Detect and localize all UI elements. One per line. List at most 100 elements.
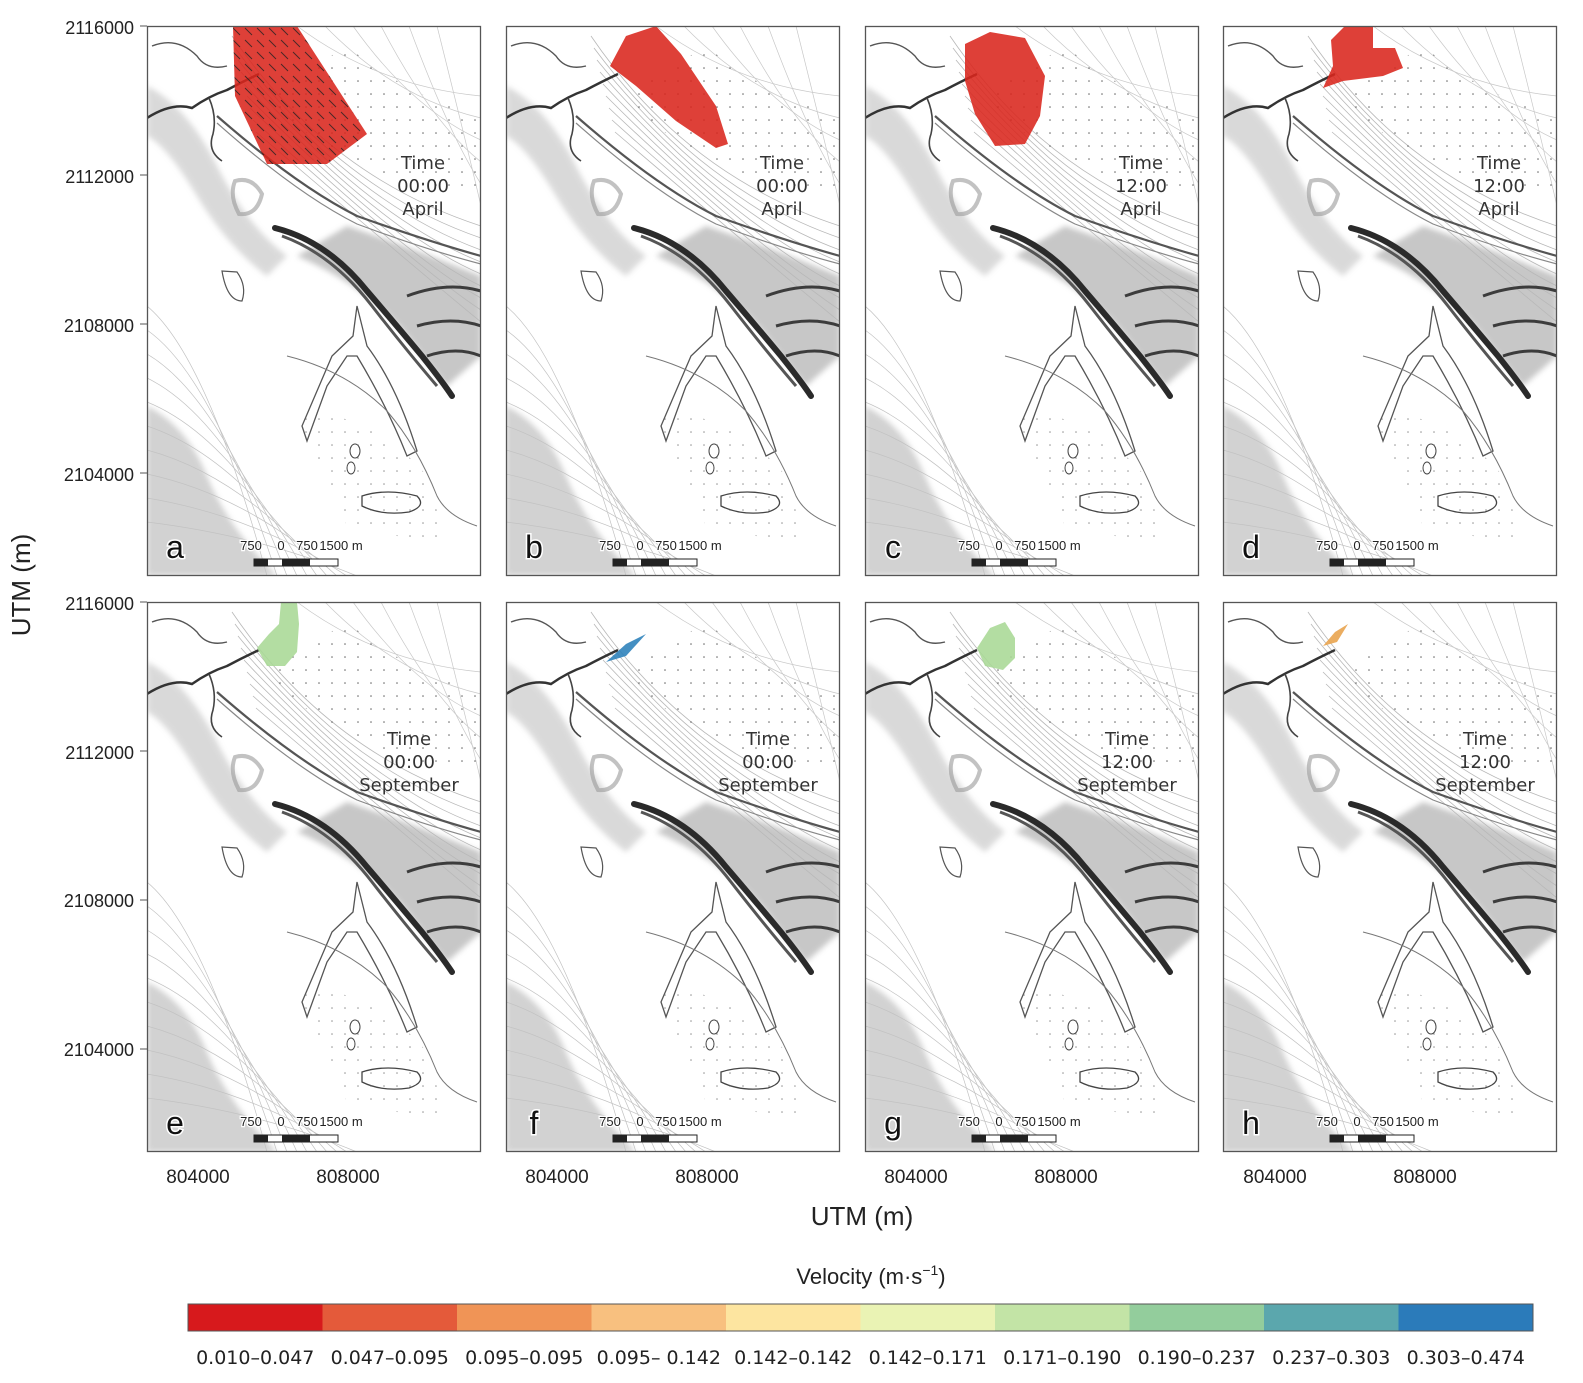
- current-vectors: [267, 622, 481, 772]
- legend-swatch: [1264, 1304, 1399, 1331]
- legend-swatch: [591, 1304, 726, 1331]
- rocky-ridge: [1124, 285, 1199, 358]
- bathymetry-shading: [865, 406, 995, 576]
- depth-contour: [506, 1025, 687, 1152]
- current-vectors: [656, 414, 806, 546]
- lagoon-island: [221, 270, 245, 302]
- depth-contour: [147, 953, 298, 1152]
- scale-bar: 750 0 750 1500 m: [957, 537, 1082, 567]
- time-heading: Time: [1104, 729, 1149, 750]
- lagoon-island: [939, 846, 963, 878]
- current-vectors: [297, 414, 447, 546]
- y-axis-label: UTM (m): [6, 534, 36, 637]
- depth-contour: [1223, 1097, 1434, 1152]
- legend-bin-label: 0.142–0.142: [734, 1347, 852, 1369]
- scale-bar-label: 0: [1353, 538, 1360, 553]
- current-vectors: [1015, 414, 1165, 546]
- scale-bar-label: 0: [277, 538, 284, 553]
- rocky-ridge: [999, 234, 1157, 387]
- depth-contour: [865, 1001, 1036, 1152]
- y-tick-label: 2116000: [65, 18, 134, 38]
- depth-contour: [611, 695, 840, 887]
- rocky-ridge: [1357, 234, 1515, 387]
- velocity-plume: [977, 622, 1015, 670]
- time-value: 00:00: [756, 176, 808, 197]
- time-value: 12:00: [1115, 176, 1167, 197]
- depth-contour: [865, 929, 1006, 1152]
- coastline: [934, 115, 1199, 258]
- depth-contour: [605, 95, 840, 287]
- coastline: [1292, 691, 1557, 834]
- y-tick-label: 2104000: [64, 465, 134, 485]
- depth-contour: [605, 671, 840, 863]
- scale-bar-label: 1500 m: [1037, 1114, 1080, 1129]
- river-channel: [869, 42, 946, 68]
- velocity-plume: [606, 634, 646, 662]
- month-label: April: [1478, 199, 1519, 220]
- depth-contour: [1223, 929, 1364, 1152]
- scale-bar-segment: [1330, 1135, 1344, 1142]
- legend-bin-label: 0.010–0.047: [196, 1347, 314, 1369]
- depth-contour: [1223, 953, 1374, 1152]
- depth-contour: [865, 1097, 1076, 1152]
- month-label: April: [1120, 199, 1161, 220]
- legend-swatch: [322, 1304, 457, 1331]
- river-channel: [1223, 72, 1336, 120]
- lagoon-island: [580, 270, 604, 302]
- time-heading: Time: [386, 729, 431, 750]
- lagoon-island: [1297, 270, 1321, 302]
- coastline: [216, 115, 481, 258]
- river-channel: [1227, 618, 1304, 644]
- tidal-channel: [1362, 355, 1554, 527]
- depth-contour: [1328, 695, 1557, 887]
- rocky-ridge: [990, 225, 1173, 399]
- scale-bar-segment: [972, 559, 986, 566]
- depth-contour: [1223, 377, 1374, 576]
- current-vectors: [1343, 46, 1557, 196]
- legend-bin-label: 0.171–0.190: [1003, 1347, 1121, 1369]
- depth-contour: [147, 473, 338, 576]
- bathymetry-shading: [147, 662, 287, 852]
- river-channel: [208, 97, 223, 162]
- lagoon-island: [1306, 753, 1341, 793]
- scale-bar-label: 750: [958, 538, 980, 553]
- tidal-channel: [645, 931, 837, 1103]
- lagoon-island: [589, 753, 624, 793]
- scale-bar-label: 750: [1372, 538, 1394, 553]
- legend-frame: [187, 1303, 1534, 1332]
- scale-bar-label: 0: [1353, 1114, 1360, 1129]
- bathymetry-shading: [506, 406, 636, 576]
- depth-contour: [1331, 707, 1557, 899]
- scale-bar-label: 1500 m: [1395, 1114, 1438, 1129]
- tidal-channel: [301, 305, 418, 457]
- scale-bar-label: 750: [1316, 1114, 1338, 1129]
- rocky-ridge: [1124, 861, 1199, 934]
- scale-bar: 750 0 750 1500 m: [957, 1113, 1082, 1143]
- bathymetry-shading: [1223, 662, 1363, 852]
- rocky-ridge: [631, 801, 814, 975]
- coastline: [575, 698, 840, 841]
- depth-contour: [506, 377, 657, 576]
- scale-bar-segment: [1000, 1135, 1028, 1142]
- scale-bar-label: 1500 m: [319, 538, 362, 553]
- bathymetry-shading: [147, 86, 287, 276]
- lagoon-island: [221, 846, 245, 878]
- legend-bin-label: 0.142–0.171: [869, 1347, 987, 1369]
- bathymetry-shading: [1223, 982, 1353, 1152]
- tidal-channel: [1019, 305, 1136, 457]
- rocky-ridge: [765, 861, 840, 934]
- scale-bar-label: 0: [995, 1114, 1002, 1129]
- current-vectors: [233, 26, 367, 164]
- depth-contour: [147, 1001, 318, 1152]
- tidal-channel: [645, 355, 837, 527]
- rocky-ridge: [631, 225, 814, 399]
- lagoon-island: [230, 177, 265, 217]
- y-tick-label: 2112000: [65, 167, 134, 187]
- y-tick-label: 2104000: [64, 1040, 134, 1060]
- depth-contour: [970, 119, 1199, 311]
- legend-swatch: [726, 1304, 861, 1331]
- depth-contour: [602, 83, 840, 275]
